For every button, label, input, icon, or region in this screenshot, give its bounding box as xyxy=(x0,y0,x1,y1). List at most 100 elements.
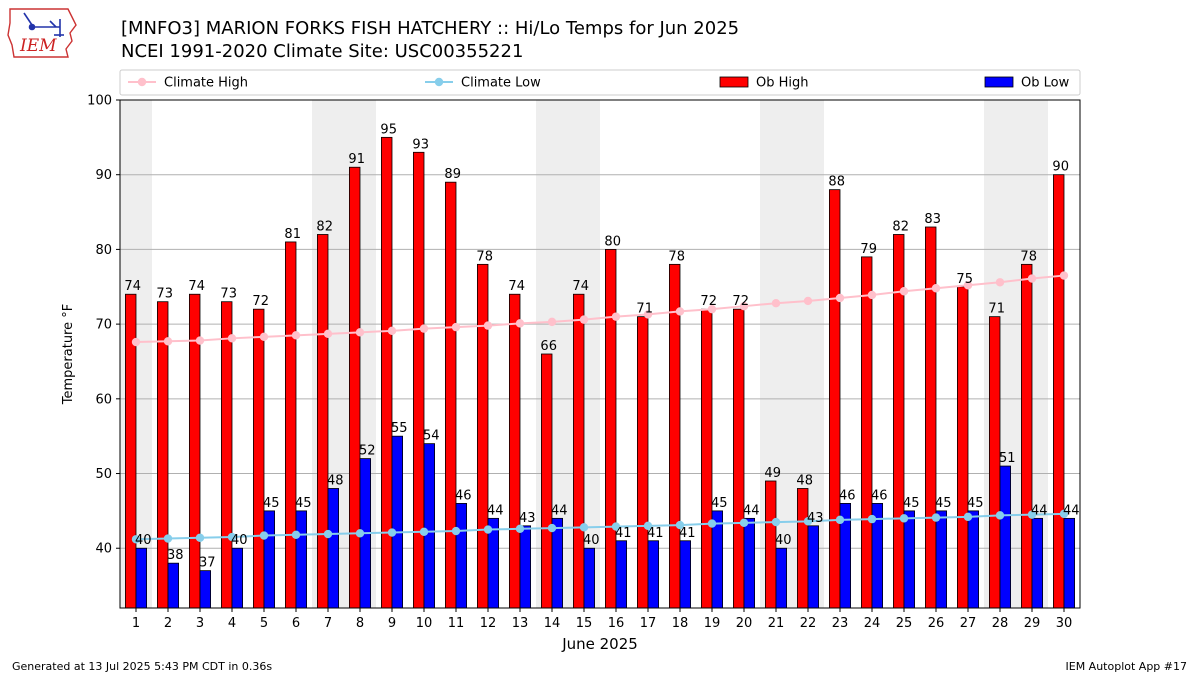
climate-low-point-11 xyxy=(451,526,461,536)
ob-high-bar-29 xyxy=(1021,263,1033,609)
climate-high-point-13 xyxy=(515,319,525,328)
climate-low-line xyxy=(135,512,1065,541)
bar-labels-group: 74 73 74 73 72 81 82 91 95 93 89 78 74 66 74 80 71 78 72 72… xyxy=(124,122,1079,570)
ob-low-label-26: 45 xyxy=(935,496,952,511)
ob-low-label-5: 45 xyxy=(263,496,280,511)
climate-low-point-9 xyxy=(387,528,397,537)
climate-high-point-8 xyxy=(355,328,365,337)
climate-high-point-14 xyxy=(547,317,557,327)
ob-high-label-29: 78 xyxy=(1020,249,1037,264)
ob-low-label-12: 44 xyxy=(487,503,504,518)
ob-high-bar-6 xyxy=(284,241,297,609)
climate-high-point-24 xyxy=(867,290,877,300)
ob-low-label-1: 40 xyxy=(135,533,152,548)
ob-low-label-28: 51 xyxy=(999,451,1016,466)
climate-low-point-8 xyxy=(355,529,365,538)
ob-high-label-6: 81 xyxy=(284,227,301,242)
ob-low-label-30: 44 xyxy=(1063,503,1080,518)
climate-low-point-5 xyxy=(259,531,269,540)
x-tick-label-9: 9 xyxy=(388,616,396,631)
ob-low-bar-10 xyxy=(423,443,436,609)
ob-high-bar-18 xyxy=(669,263,681,609)
ob-low-label-16: 41 xyxy=(615,526,632,541)
x-tick-label-26: 26 xyxy=(928,616,945,631)
climate-high-line xyxy=(135,274,1065,344)
x-tick-label-17: 17 xyxy=(640,616,657,631)
climate-high-point-12 xyxy=(483,321,493,330)
ob-high-label-22: 48 xyxy=(796,473,813,488)
ob-low-label-7: 48 xyxy=(327,473,344,488)
ob-high-label-26: 83 xyxy=(924,212,941,227)
climate-high-point-1 xyxy=(131,337,141,347)
ob-high-bar-4 xyxy=(220,301,233,609)
ob-low-label-15: 40 xyxy=(583,533,600,548)
bars-group xyxy=(125,136,1076,609)
ob-high-bar-27 xyxy=(957,286,969,609)
x-tick-label-15: 15 xyxy=(576,616,593,631)
climate-high-point-2 xyxy=(163,337,173,346)
climate-low-point-6 xyxy=(291,530,301,539)
legend-climate-low-label: Climate Low xyxy=(461,76,541,91)
climate-low-point-24 xyxy=(867,514,877,524)
climate-high-point-28 xyxy=(995,278,1005,287)
climate-low-point-10 xyxy=(419,527,429,536)
x-axis: 1 2 3 4 5 6 7 8 9 10 11 12 13 14 15 16 17 18 19 20 21 22 23 24 2… xyxy=(132,608,1072,631)
climate-low-point-25 xyxy=(899,514,909,523)
climate-low-point-30 xyxy=(1059,509,1069,519)
ob-low-bar-4 xyxy=(231,547,244,609)
weather-station-icon xyxy=(23,12,64,37)
x-tick-label-7: 7 xyxy=(324,616,332,631)
ob-low-bar-16 xyxy=(615,540,628,609)
climate-high-point-29 xyxy=(1027,274,1037,283)
legend-climate-high-swatch-marker xyxy=(137,77,147,87)
climate-high-point-30 xyxy=(1059,271,1069,280)
climate-high-point-11 xyxy=(451,322,461,332)
ob-high-bar-22 xyxy=(797,488,809,609)
iem-logo: IEM xyxy=(6,5,80,63)
climate-high-point-20 xyxy=(739,301,749,311)
ob-high-bar-20 xyxy=(733,308,745,609)
climate-low-point-14 xyxy=(547,523,557,533)
climate-high-point-5 xyxy=(259,332,269,342)
ob-high-bar-11 xyxy=(444,181,457,609)
x-tick-label-19: 19 xyxy=(704,616,721,631)
x-axis-label: June 2025 xyxy=(561,635,638,653)
ob-high-bar-14 xyxy=(541,353,553,609)
ob-low-bar-21 xyxy=(775,547,788,609)
footer-generated-text: Generated at 13 Jul 2025 5:43 PM CDT in … xyxy=(12,660,273,673)
ob-high-label-8: 91 xyxy=(348,152,365,167)
legend-box xyxy=(119,69,1081,96)
climate-low-point-7 xyxy=(323,529,333,539)
ob-high-label-1: 74 xyxy=(124,279,141,294)
iowa-outline-icon xyxy=(7,8,77,58)
x-tick-label-22: 22 xyxy=(800,616,817,631)
x-tick-label-11: 11 xyxy=(448,616,465,631)
ob-low-bar-28 xyxy=(999,465,1012,609)
climate-high-point-27 xyxy=(963,281,973,290)
climate-high-point-15 xyxy=(579,315,589,324)
ob-high-label-23: 88 xyxy=(828,175,845,190)
climate-high-point-10 xyxy=(419,324,429,333)
ob-high-label-13: 74 xyxy=(508,279,525,294)
ob-low-bar-27 xyxy=(967,510,980,609)
climate-lines-group xyxy=(131,271,1069,544)
ob-low-label-4: 40 xyxy=(231,533,248,548)
x-tick-label-25: 25 xyxy=(896,616,913,631)
ob-high-bar-13 xyxy=(508,293,521,609)
ob-low-bar-29 xyxy=(1031,517,1044,609)
ob-low-label-18: 41 xyxy=(679,526,696,541)
iem-logo-text: IEM xyxy=(19,36,57,56)
y-tick-label-70: 70 xyxy=(95,318,112,333)
climate-low-point-17 xyxy=(643,521,653,531)
x-tick-label-3: 3 xyxy=(196,616,204,631)
ob-high-bar-26 xyxy=(925,226,937,609)
y-tick-label-40: 40 xyxy=(95,542,112,557)
y-tick-label-60: 60 xyxy=(95,392,112,407)
ob-low-label-24: 46 xyxy=(871,488,888,503)
ob-high-bar-23 xyxy=(829,189,841,609)
x-tick-label-18: 18 xyxy=(672,616,689,631)
ob-high-label-27: 75 xyxy=(956,272,973,287)
ob-high-bar-16 xyxy=(605,249,617,609)
y-tick-label-50: 50 xyxy=(95,467,112,482)
ob-low-label-13: 43 xyxy=(519,511,536,526)
